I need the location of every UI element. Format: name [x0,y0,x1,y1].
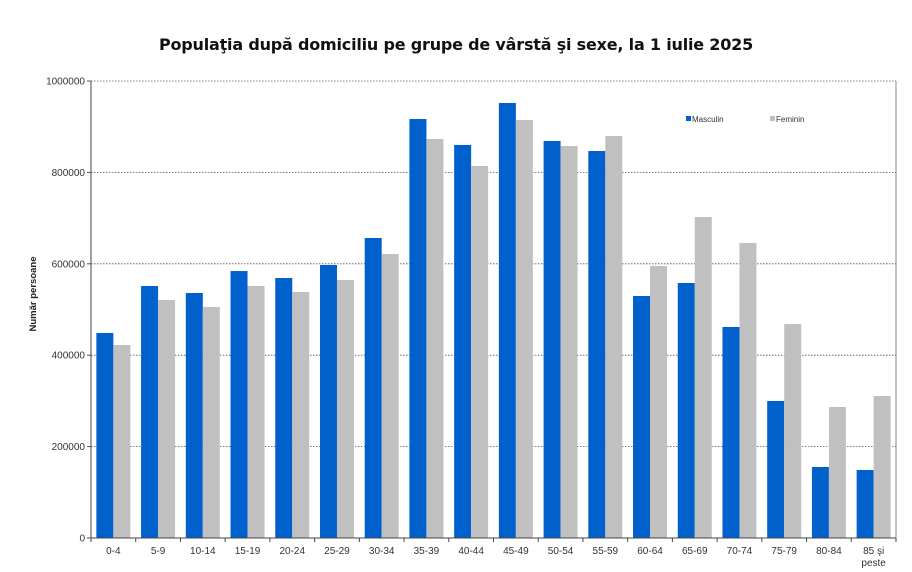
bar-masculin-55-59 [588,151,606,539]
x-tick-label-line: 20-24 [279,546,305,557]
bar-feminin-5-9 [158,299,176,538]
gridlines [91,80,897,538]
bar-feminin-85-i-peste [873,396,891,538]
y-axis-label: Număr persoane [28,257,39,332]
bar-feminin-20-24 [292,291,310,538]
x-tick-label: 35-39 [414,546,440,557]
bar-feminin-30-34 [381,254,399,538]
x-tick-label-line: 80-84 [816,546,842,557]
bar-masculin-20-24 [275,278,293,538]
bar-masculin-50-54 [543,141,561,539]
bars [96,102,891,539]
x-tick-label: 50-54 [548,546,574,557]
bar-masculin-65-69 [677,282,695,538]
bar-feminin-70-74 [739,243,757,538]
x-tick-label: 20-24 [279,546,305,557]
bar-masculin-35-39 [409,119,427,538]
x-tick-label: 40-44 [458,546,484,557]
x-tick-label: 10-14 [190,546,216,557]
x-tick-label: 75-79 [771,546,797,557]
bar-masculin-60-64 [633,296,651,538]
x-tick-label: 60-64 [637,546,663,557]
chart-title: Populaţia după domiciliu pe grupe de vâr… [158,35,754,54]
x-tick-label-line: 50-54 [548,546,574,557]
x-tick-label-line: 65-69 [682,546,708,557]
legend-swatch-masculin [686,116,691,121]
x-tick-label: 80-84 [816,546,842,557]
legend: Masculin Feminin [686,115,804,124]
x-tick-label: 0-4 [106,546,121,557]
x-tick-label-line: 5-9 [151,546,166,557]
bar-feminin-80-84 [828,406,846,538]
y-tick-label: 600000 [52,259,86,270]
bar-masculin-30-34 [364,237,382,539]
x-tick-label-line: 0-4 [106,546,121,557]
x-tick-label: 15-19 [235,546,261,557]
x-tick-label: 25-29 [324,546,350,557]
bar-masculin-70-74 [722,327,740,538]
bar-masculin-0-4 [96,332,114,538]
bar-feminin-60-64 [650,265,668,538]
legend-label-feminin: Feminin [776,115,804,124]
y-tick-labels: 0 200000 400000 600000 800000 1000000 [46,77,85,545]
x-tick-label: 55-59 [593,546,619,557]
x-tick-label-line: 10-14 [190,546,216,557]
x-tick-label-line: 70-74 [727,546,753,557]
bar-masculin-75-79 [767,400,785,538]
bar-masculin-15-19 [230,271,248,538]
bar-masculin-40-44 [454,144,472,539]
bar-masculin-5-9 [141,286,159,538]
x-tick-label: 70-74 [727,546,753,557]
y-tick-label: 800000 [52,168,86,179]
bar-feminin-25-29 [336,279,354,538]
x-tick-labels: 0-4 5-9 10-14 15-19 20-24 25-29 30-34 35-39 40-4… [106,546,886,569]
y-tick-label: 200000 [52,442,86,453]
x-tick-label: 65-69 [682,546,708,557]
x-tick-label-line: 30-34 [369,546,395,557]
bar-feminin-0-4 [113,345,131,538]
y-tick-label: 0 [79,534,85,545]
x-tick-label-line: 45-49 [503,546,529,557]
x-tick-label-line: 35-39 [414,546,440,557]
y-tick-label: 400000 [52,351,86,362]
bar-masculin-10-14 [185,293,203,538]
x-tick-label-line: 40-44 [458,546,484,557]
bar-feminin-35-39 [426,138,444,539]
x-tick-label: 5-9 [151,546,166,557]
bar-feminin-40-44 [471,166,489,538]
x-tick-label: 85 şi peste [861,546,886,569]
bar-masculin-45-49 [498,102,516,539]
x-tick-label-line: peste [861,558,886,569]
axes [87,80,897,542]
bar-feminin-15-19 [247,286,265,538]
x-tick-label-line: 85 şi [863,546,884,557]
bar-masculin-25-29 [319,264,337,538]
y-tick-label: 1000000 [46,77,85,88]
x-tick-label-line: 55-59 [593,546,619,557]
x-tick-label-line: 75-79 [771,546,797,557]
bar-feminin-45-49 [515,119,533,538]
bar-feminin-65-69 [694,217,712,538]
x-tick-label: 30-34 [369,546,395,557]
bar-feminin-50-54 [560,145,578,538]
bar-feminin-10-14 [202,306,220,538]
bar-feminin-75-79 [784,323,802,538]
bar-masculin-85-i-peste [856,469,874,538]
legend-label-masculin: Masculin [692,115,724,124]
x-tick-label: 45-49 [503,546,529,557]
bar-feminin-55-59 [605,136,623,538]
bar-masculin-80-84 [811,466,829,538]
x-tick-label-line: 25-29 [324,546,350,557]
x-tick-label-line: 60-64 [637,546,663,557]
legend-swatch-feminin [770,116,775,121]
x-tick-label-line: 15-19 [235,546,261,557]
